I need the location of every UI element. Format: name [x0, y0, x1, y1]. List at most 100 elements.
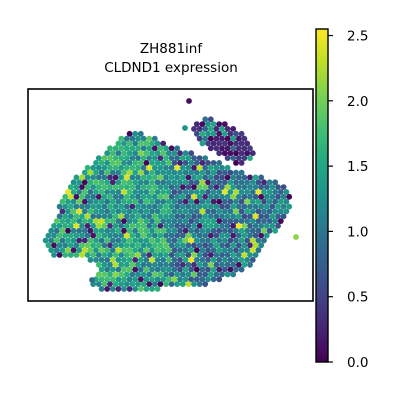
spot-marker: [101, 193, 108, 200]
spot-marker: [258, 232, 265, 239]
spot-marker: [121, 218, 127, 225]
spot-marker: [160, 198, 167, 205]
spot-marker: [154, 266, 161, 273]
spot-marker: [272, 189, 279, 195]
spot-marker: [275, 184, 281, 191]
spot-marker: [98, 257, 105, 263]
spot-marker: [104, 218, 111, 225]
spot-marker: [101, 252, 108, 258]
spot-marker: [219, 213, 225, 220]
spot-marker: [137, 237, 144, 244]
spot-marker: [196, 164, 203, 171]
spot-marker: [151, 135, 158, 142]
spot-marker: [205, 160, 211, 166]
spot-marker: [196, 184, 203, 191]
spot-marker: [233, 198, 239, 205]
spot-marker: [118, 252, 125, 258]
spot-marker: [224, 252, 231, 258]
spot-marker: [261, 208, 267, 215]
spot-marker: [73, 232, 80, 239]
spot-marker: [207, 193, 214, 200]
spot-marker: [121, 189, 127, 195]
spot-marker: [140, 174, 147, 181]
spot-marker: [121, 150, 127, 157]
spot-marker: [143, 227, 150, 234]
spot-marker: [81, 227, 88, 234]
spot-marker: [258, 223, 265, 229]
spot-marker: [241, 203, 248, 210]
spot-marker: [210, 198, 217, 205]
spot-marker: [118, 223, 125, 229]
spot-marker: [126, 257, 133, 263]
spot-marker: [132, 247, 139, 254]
spot-marker: [241, 184, 248, 191]
spot-marker: [179, 193, 186, 200]
spot-marker: [168, 174, 175, 181]
spot-marker: [76, 189, 83, 195]
spot-marker: [112, 232, 119, 239]
spot-marker: [87, 257, 94, 263]
spot-marker: [143, 218, 150, 225]
spot-marker: [123, 261, 130, 268]
spot-marker: [101, 261, 108, 268]
spot-marker: [146, 271, 153, 278]
spot-marker: [76, 208, 83, 215]
spot-marker: [230, 203, 237, 210]
spot-marker: [171, 169, 178, 176]
spot-marker: [107, 193, 113, 200]
spot-marker: [171, 276, 178, 283]
spot-marker: [196, 213, 203, 220]
spot-marker: [115, 218, 122, 225]
spot-marker: [213, 271, 220, 278]
spot-marker: [79, 203, 85, 210]
spot-marker: [70, 208, 77, 215]
spot-marker: [98, 237, 105, 244]
spot-marker: [252, 193, 259, 200]
spot-marker: [272, 218, 279, 225]
spot-marker: [104, 266, 111, 273]
spot-marker: [210, 276, 217, 283]
spot-marker: [149, 208, 155, 215]
spot-marker: [171, 247, 178, 254]
spot-marker: [205, 169, 211, 176]
spot-marker: [238, 130, 245, 137]
spot-marker: [118, 242, 125, 249]
spot-marker: [216, 247, 223, 254]
spot-marker: [143, 237, 150, 244]
spot-marker: [207, 223, 214, 229]
spot-marker: [62, 223, 69, 229]
spot-marker: [238, 198, 245, 205]
spot-marker: [165, 160, 172, 166]
spot-marker: [235, 232, 242, 239]
spot-marker: [165, 247, 172, 254]
spot-marker: [196, 242, 203, 249]
spot-marker: [188, 198, 195, 205]
spot-marker: [280, 203, 287, 210]
spot-marker: [149, 189, 155, 195]
spot-marker: [115, 247, 122, 254]
spot-marker: [241, 193, 248, 200]
spot-marker: [115, 208, 122, 215]
spot-marker: [244, 179, 251, 186]
spot-marker: [140, 252, 147, 258]
spot-marker: [174, 184, 181, 191]
spot-marker: [221, 150, 228, 157]
spot-marker: [67, 193, 74, 200]
spot-marker: [137, 169, 144, 176]
spot-marker: [188, 218, 195, 225]
colorbar-tick-label: 0.5: [347, 290, 368, 306]
spot-marker: [202, 271, 209, 278]
spot-marker: [205, 257, 211, 263]
spot-marker: [185, 174, 192, 181]
spot-marker: [182, 125, 188, 131]
spot-marker: [168, 164, 175, 171]
spot-marker: [202, 116, 209, 123]
spot-marker: [224, 271, 231, 278]
spot-marker: [112, 184, 119, 191]
spot-marker: [81, 169, 88, 176]
spot-marker: [93, 179, 99, 186]
spot-marker: [233, 179, 239, 186]
spot-marker: [157, 145, 164, 152]
spot-marker: [95, 261, 102, 268]
spot-marker: [129, 164, 136, 171]
